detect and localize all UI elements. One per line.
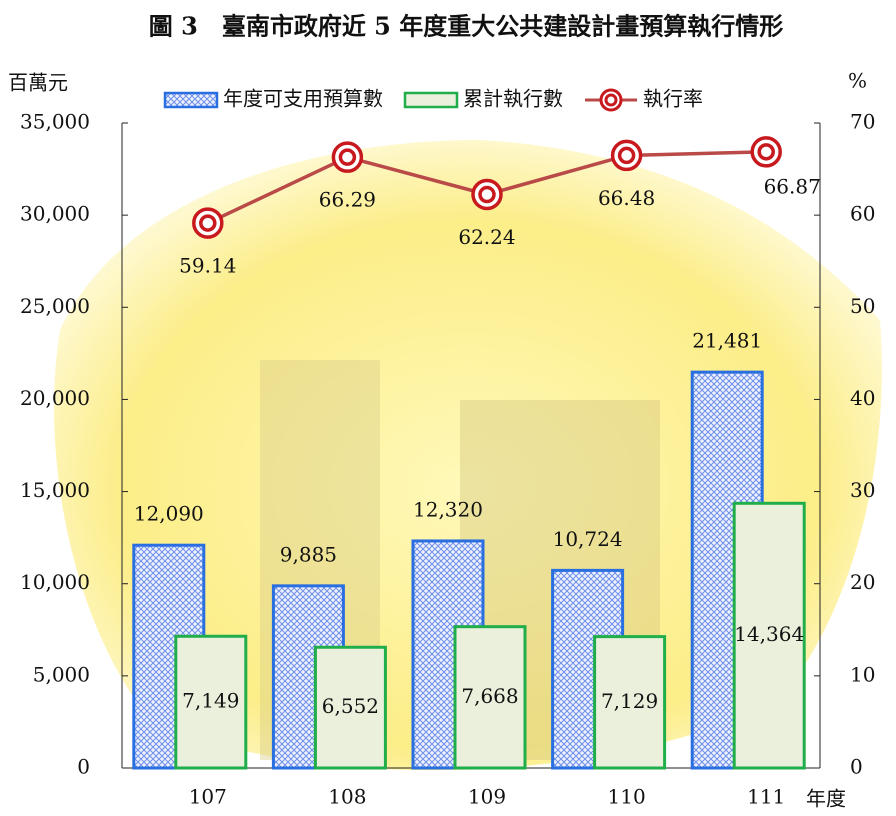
x-tick-label: 108	[328, 785, 366, 809]
data-label: 10,724	[553, 527, 623, 551]
bar	[174, 634, 248, 770]
legend-swatch	[403, 91, 459, 109]
marker-inner	[199, 214, 217, 232]
legend-label: 累計執行數	[463, 87, 563, 111]
x-tick-label: 109	[468, 785, 506, 809]
y-tick-label: 35,000	[20, 110, 90, 134]
data-label: 7,149	[182, 689, 239, 713]
y-tick-label: 20,000	[20, 386, 90, 410]
data-label: 66.48	[598, 186, 655, 210]
data-label: 9,885	[280, 542, 337, 566]
x-tick-label: 110	[608, 785, 646, 809]
data-label: 7,129	[601, 689, 658, 713]
y-tick-label: 15,000	[20, 478, 90, 502]
y2-tick-label: 50	[850, 294, 875, 318]
data-label: 14,364	[734, 622, 804, 646]
y-tick-label: 5,000	[33, 662, 90, 686]
y-tick-label: 0	[77, 755, 90, 779]
data-label: 12,090	[134, 502, 204, 526]
y2-axis-title: %	[848, 69, 867, 93]
data-label: 6,552	[322, 694, 379, 718]
y-tick-label: 30,000	[20, 202, 90, 226]
y2-tick-label: 20	[850, 570, 875, 594]
data-label: 66.87	[764, 174, 821, 198]
y-axis-title: 百萬元	[8, 71, 68, 95]
y2-tick-label: 10	[850, 662, 875, 686]
legend-swatch	[604, 93, 618, 107]
data-label: 62.24	[458, 225, 515, 249]
bar	[453, 625, 527, 770]
marker-inner	[757, 143, 775, 161]
y2-tick-label: 40	[850, 386, 875, 410]
x-tick-label: 111	[747, 785, 785, 809]
legend-label: 年度可支用預算數	[223, 87, 383, 111]
legend-swatch	[163, 91, 219, 109]
marker-inner	[617, 146, 636, 165]
bar	[593, 635, 667, 770]
marker-inner	[338, 148, 357, 166]
data-label: 59.14	[179, 254, 236, 278]
marker-inner	[478, 185, 496, 204]
bar	[313, 645, 387, 770]
legend-label: 執行率	[643, 87, 703, 111]
y-tick-label: 25,000	[20, 294, 90, 318]
data-label: 7,668	[461, 684, 518, 708]
y-tick-label: 10,000	[20, 570, 90, 594]
y2-tick-label: 70	[850, 110, 875, 134]
data-label: 12,320	[413, 497, 483, 521]
x-tick-label: 107	[189, 785, 227, 809]
chart-title: 圖 3 臺南市政府近 5 年度重大公共建設計畫預算執行情形	[149, 12, 783, 41]
bar	[732, 501, 806, 770]
y2-tick-label: 30	[850, 478, 875, 502]
background-map	[54, 140, 882, 771]
data-label: 21,481	[692, 329, 762, 353]
y2-tick-label: 60	[850, 202, 875, 226]
data-label: 66.29	[319, 188, 376, 212]
x-axis-title: 年度	[806, 787, 846, 811]
y2-tick-label: 0	[850, 755, 863, 779]
